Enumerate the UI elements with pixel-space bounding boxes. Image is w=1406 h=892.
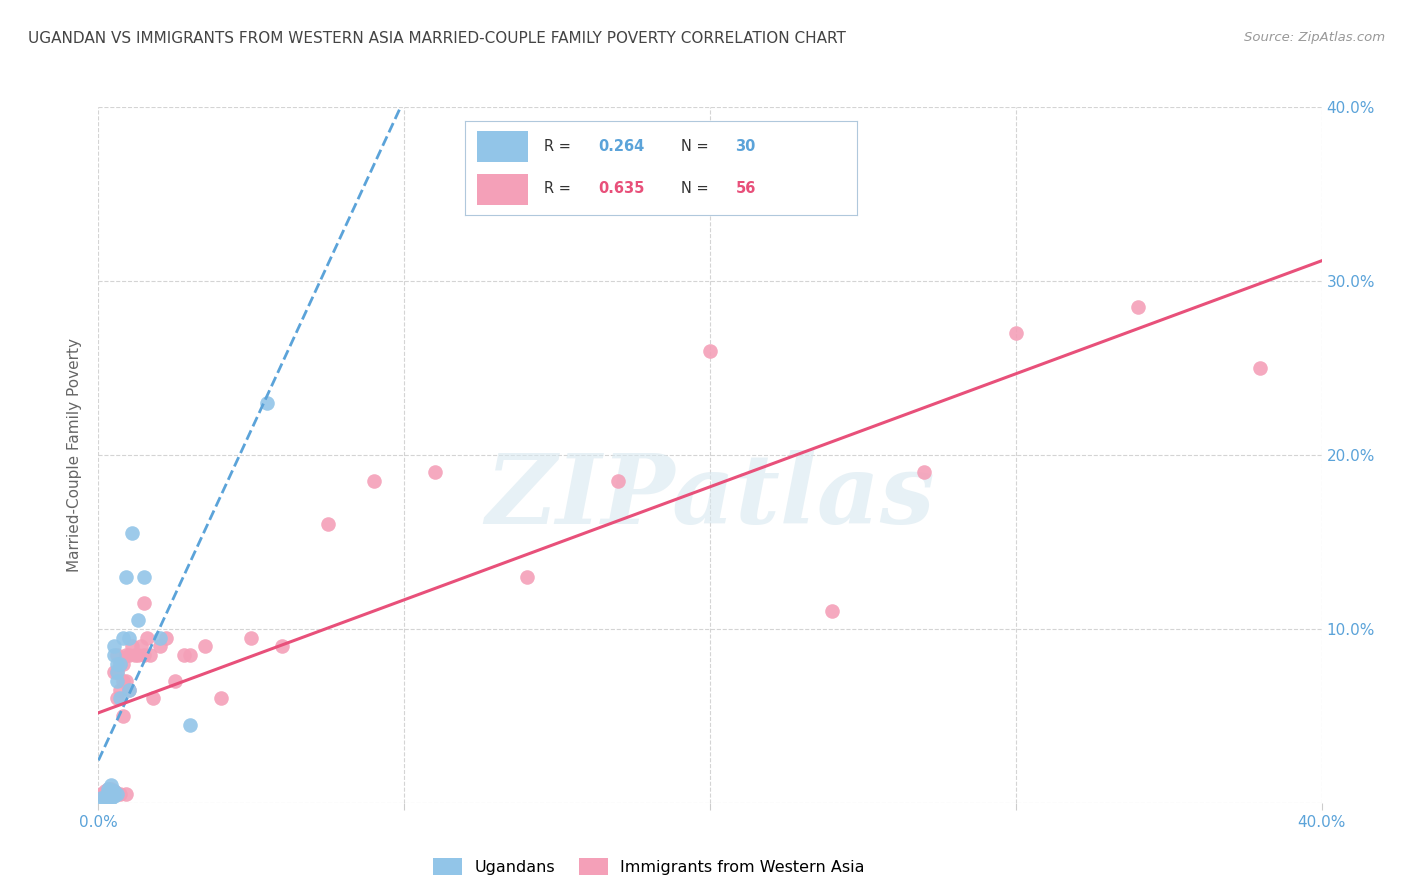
Point: [134, 570, 156, 584]
Point: [97, 785, 120, 799]
Point: [93, 783, 115, 797]
Point: [118, 682, 141, 697]
Point: [108, 657, 131, 671]
Point: [179, 717, 201, 731]
Point: [103, 783, 125, 797]
Point: [121, 526, 143, 541]
Point: [103, 648, 125, 662]
Point: [155, 631, 177, 645]
Point: [1004, 326, 1026, 340]
Point: [127, 648, 149, 662]
Point: [103, 639, 125, 653]
Point: [912, 466, 935, 480]
Point: [118, 631, 141, 645]
Point: [423, 466, 446, 480]
Point: [194, 639, 217, 653]
Point: [105, 674, 128, 689]
Point: [103, 783, 125, 797]
Point: [111, 631, 134, 645]
Point: [103, 789, 125, 803]
Point: [105, 665, 128, 680]
Point: [108, 657, 131, 671]
Point: [118, 682, 141, 697]
Point: [97, 790, 120, 805]
Point: [105, 648, 128, 662]
Point: [115, 787, 138, 801]
Point: [699, 343, 721, 358]
Point: [108, 682, 131, 697]
Point: [108, 787, 131, 801]
Point: [1128, 300, 1150, 314]
Point: [115, 570, 138, 584]
Point: [97, 785, 120, 799]
Point: [1249, 360, 1271, 375]
Point: [105, 691, 128, 706]
Point: [607, 474, 630, 488]
Point: [105, 787, 128, 801]
Point: [149, 631, 172, 645]
Point: [97, 787, 120, 801]
Point: [93, 790, 115, 805]
Point: [363, 474, 385, 488]
Point: [134, 596, 156, 610]
Point: [100, 790, 122, 805]
Point: [111, 708, 134, 723]
Point: [821, 605, 844, 619]
Point: [93, 789, 115, 803]
Point: [97, 781, 120, 796]
Point: [256, 396, 278, 410]
Point: [179, 648, 201, 662]
Point: [105, 787, 128, 801]
Point: [100, 778, 122, 792]
Point: [105, 665, 128, 680]
Text: Source: ZipAtlas.com: Source: ZipAtlas.com: [1244, 31, 1385, 45]
Point: [103, 665, 125, 680]
Text: ZIPatlas: ZIPatlas: [485, 450, 935, 543]
Point: [103, 787, 125, 801]
Point: [316, 517, 339, 532]
Point: [111, 674, 134, 689]
Point: [173, 648, 195, 662]
Point: [127, 613, 149, 627]
Point: [129, 639, 152, 653]
Text: UGANDAN VS IMMIGRANTS FROM WESTERN ASIA MARRIED-COUPLE FAMILY POVERTY CORRELATIO: UGANDAN VS IMMIGRANTS FROM WESTERN ASIA …: [28, 31, 846, 46]
Point: [97, 787, 120, 801]
Point: [105, 657, 128, 671]
Point: [118, 648, 141, 662]
Point: [516, 570, 538, 584]
Legend: Ugandans, Immigrants from Western Asia: Ugandans, Immigrants from Western Asia: [433, 858, 865, 875]
Point: [115, 674, 138, 689]
Point: [142, 691, 165, 706]
Point: [100, 785, 122, 799]
Point: [240, 631, 263, 645]
Point: [115, 648, 138, 662]
Point: [90, 790, 112, 805]
Point: [139, 648, 162, 662]
Point: [100, 789, 122, 803]
Point: [100, 785, 122, 799]
Point: [136, 631, 159, 645]
Point: [270, 639, 292, 653]
Point: [108, 691, 131, 706]
Point: [93, 792, 115, 806]
Point: [121, 639, 143, 653]
Point: [134, 648, 156, 662]
Point: [97, 781, 120, 796]
Point: [100, 781, 122, 796]
Y-axis label: Married-Couple Family Poverty: Married-Couple Family Poverty: [67, 338, 83, 572]
Point: [124, 648, 146, 662]
Point: [90, 787, 112, 801]
Point: [149, 639, 172, 653]
Point: [163, 674, 186, 689]
Point: [111, 657, 134, 671]
Point: [209, 691, 232, 706]
